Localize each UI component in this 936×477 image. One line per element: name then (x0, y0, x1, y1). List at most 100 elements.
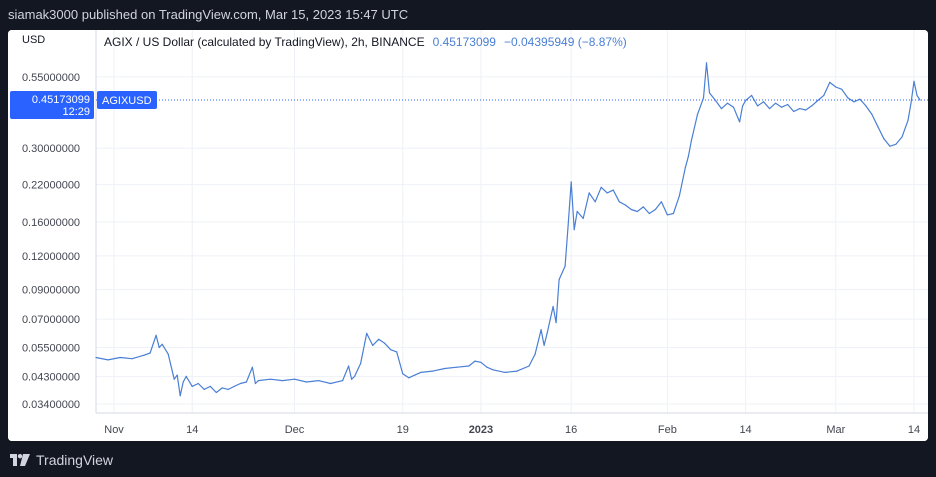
legend-change: −0.04395949 (−8.87%) (504, 35, 627, 49)
price-point (558, 279, 560, 281)
price-point (360, 362, 362, 365)
price-point (714, 99, 717, 102)
chart-frame[interactable]: 0.55000000 0.30000000 0.22000000 0.16000000… (8, 30, 928, 441)
price-point (555, 322, 557, 324)
y-tick-label: 0.09000000 (22, 285, 80, 297)
price-point (540, 329, 542, 331)
price-point (546, 332, 548, 334)
price-point (787, 103, 789, 106)
price-point (107, 359, 109, 361)
chart-title: AGIX / US Dollar (calculated by TradingV… (104, 35, 425, 49)
price-point (684, 166, 687, 168)
price-point (567, 225, 569, 227)
price-point (408, 377, 410, 379)
price-point (456, 366, 458, 368)
y-tick-label: 0.55000000 (22, 72, 80, 84)
price-point (372, 344, 374, 346)
price-point (742, 105, 744, 107)
price-point (600, 186, 602, 188)
price-point (468, 365, 470, 367)
last-price-badge (10, 90, 94, 119)
price-point (444, 367, 446, 370)
price-point (552, 305, 554, 308)
price-point (739, 121, 741, 123)
price-point (624, 204, 626, 206)
price-point (534, 353, 536, 355)
price-point (853, 101, 855, 103)
price-point (805, 109, 807, 111)
price-point (245, 381, 247, 383)
price-point (576, 210, 578, 213)
price-point (158, 346, 160, 349)
price-point (516, 370, 518, 372)
price-point (859, 98, 861, 100)
price-point (687, 155, 690, 157)
price-point (889, 145, 891, 147)
price-point (847, 97, 849, 99)
x-tick-label: 14 (908, 424, 920, 436)
y-tick-label: 0.07000000 (22, 314, 80, 326)
price-point (570, 181, 572, 183)
currency-label: USD (22, 34, 45, 46)
price-point (378, 338, 380, 340)
price-point (239, 382, 241, 385)
x-tick-label: 16 (565, 424, 577, 436)
price-point (384, 342, 386, 344)
price-point (504, 371, 506, 373)
price-point (167, 353, 169, 355)
symbol-tag[interactable] (97, 90, 157, 109)
price-point (612, 189, 614, 191)
price-point (757, 105, 759, 107)
price-point (351, 378, 353, 380)
y-tick-label: 0.30000000 (22, 143, 80, 155)
price-point (330, 382, 332, 385)
price-point (901, 136, 903, 138)
chart-background (8, 30, 928, 441)
price-point (342, 380, 344, 382)
last-price-value: 0.45173099 (32, 94, 90, 106)
price-point (420, 371, 422, 373)
price-point (486, 366, 488, 368)
price-point (543, 344, 545, 346)
price-point (910, 102, 912, 104)
price-chart[interactable]: 0.55000000 0.30000000 0.22000000 0.16000000… (8, 30, 928, 441)
price-point (696, 113, 699, 115)
price-point (732, 106, 735, 108)
price-point (131, 358, 133, 360)
price-point (594, 201, 596, 203)
price-point (95, 356, 97, 359)
price-point (907, 119, 909, 121)
price-point (606, 192, 608, 194)
price-point (799, 108, 801, 110)
price-point (793, 110, 795, 113)
price-point (871, 113, 873, 115)
price-point (528, 365, 530, 367)
footer-brand[interactable]: TradingView (10, 450, 113, 470)
price-point (829, 81, 831, 83)
price-point (769, 108, 771, 110)
x-tick-label: Feb (658, 424, 677, 436)
price-point (143, 354, 145, 356)
price-point (745, 99, 747, 102)
price-point (877, 126, 879, 128)
price-point (720, 108, 723, 110)
price-point (161, 343, 163, 345)
price-point (708, 92, 711, 94)
price-point (588, 192, 590, 194)
price-point (215, 391, 217, 394)
price-point (176, 374, 178, 376)
price-point (474, 360, 476, 362)
price-point (317, 380, 320, 382)
legend-price: 0.45173099 (433, 35, 497, 49)
price-point (203, 388, 205, 390)
x-tick-label: 14 (739, 424, 751, 436)
price-point (705, 62, 708, 64)
price-point (414, 374, 416, 376)
price-point (251, 366, 253, 368)
price-point (678, 195, 681, 197)
price-point (751, 94, 753, 96)
price-series-line[interactable] (95, 62, 921, 397)
price-point (916, 94, 918, 96)
price-point (672, 212, 675, 215)
brand-name: TradingView (36, 452, 114, 468)
